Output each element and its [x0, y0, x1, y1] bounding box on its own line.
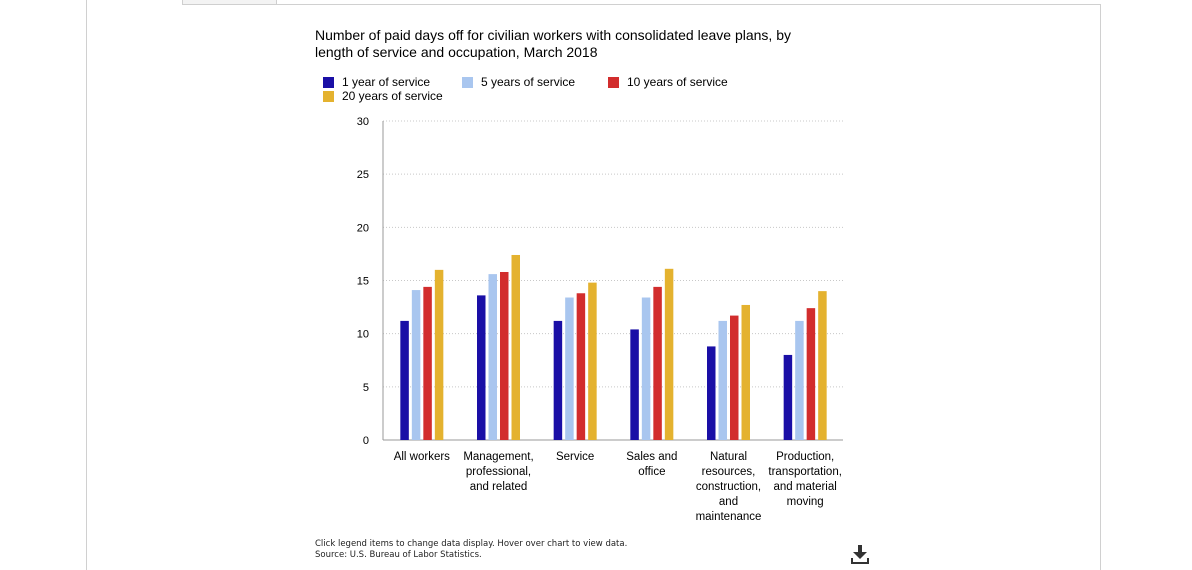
legend-item-5-years[interactable]: 5 years of service	[462, 76, 575, 89]
legend-item-10-years[interactable]: 10 years of service	[608, 76, 728, 89]
x-tick-label: professional,	[466, 466, 531, 478]
download-icon[interactable]	[849, 543, 871, 565]
x-tick-label: maintenance	[696, 511, 762, 523]
legend-item-1-year[interactable]: 1 year of service	[323, 76, 430, 89]
page-border-right	[1100, 4, 1101, 570]
x-tick-label: Service	[556, 451, 594, 463]
y-tick-label: 10	[357, 329, 369, 341]
footnote-instructions: Click legend items to change data displa…	[315, 539, 628, 549]
legend-label: 5 years of service	[481, 75, 576, 89]
bar[interactable]	[511, 254, 521, 440]
page-border-left	[86, 0, 87, 570]
bar[interactable]	[795, 320, 804, 440]
x-tick-label: moving	[787, 496, 824, 508]
legend-label: 10 years of service	[627, 75, 728, 89]
bar[interactable]	[423, 286, 432, 440]
x-tick-label: Production,	[776, 451, 834, 463]
x-tick-label: and related	[470, 481, 528, 493]
bar[interactable]	[411, 290, 421, 440]
legend-item-20-years[interactable]: 20 years of service	[323, 90, 443, 103]
x-tick-label: transportation,	[768, 466, 842, 478]
legend-swatch	[462, 77, 473, 88]
x-tick-label: office	[638, 466, 665, 478]
y-tick-label: 5	[363, 382, 369, 394]
footnote-source: Source: U.S. Bureau of Labor Statistics.	[315, 550, 482, 560]
bar[interactable]	[553, 320, 563, 440]
y-tick-label: 15	[357, 276, 369, 288]
bar[interactable]	[588, 282, 597, 440]
x-tick-label: and material	[774, 481, 837, 493]
bar[interactable]	[488, 274, 498, 440]
legend-label: 1 year of service	[342, 75, 431, 89]
bar[interactable]	[664, 268, 674, 440]
legend-swatch	[608, 77, 619, 88]
tab[interactable]	[182, 0, 277, 5]
x-tick-label: resources,	[702, 466, 756, 478]
bar[interactable]	[630, 329, 639, 440]
bar[interactable]	[741, 304, 751, 440]
bar[interactable]	[400, 320, 409, 440]
footnote: Click legend items to change data displa…	[315, 539, 627, 561]
bar[interactable]	[730, 315, 739, 440]
x-tick-label: Natural	[710, 451, 747, 463]
legend-label: 20 years of service	[342, 89, 443, 103]
bar[interactable]	[565, 297, 574, 440]
x-tick-label: construction,	[696, 481, 761, 493]
bar[interactable]	[806, 308, 816, 440]
y-tick-label: 0	[363, 435, 369, 447]
legend-swatch	[323, 77, 334, 88]
x-tick-label: All workers	[394, 451, 450, 463]
y-tick-label: 25	[357, 169, 369, 181]
bar[interactable]	[434, 269, 444, 440]
y-tick-label: 30	[357, 116, 369, 128]
bar[interactable]	[783, 354, 793, 440]
bar[interactable]	[653, 286, 662, 440]
legend-swatch	[323, 91, 334, 102]
bar[interactable]	[641, 297, 651, 440]
x-tick-label: Management,	[463, 451, 533, 463]
bar[interactable]	[718, 320, 728, 440]
x-tick-label: Sales and	[626, 451, 677, 463]
y-tick-label: 20	[357, 222, 369, 234]
x-tick-label: and	[719, 496, 738, 508]
bar[interactable]	[500, 271, 509, 440]
chart-title: Number of paid days off for civilian wor…	[315, 27, 791, 60]
bar[interactable]	[707, 346, 716, 440]
bar[interactable]	[818, 291, 827, 440]
bar[interactable]	[576, 293, 586, 440]
page-border-top	[276, 4, 1101, 5]
bar[interactable]	[477, 295, 486, 440]
